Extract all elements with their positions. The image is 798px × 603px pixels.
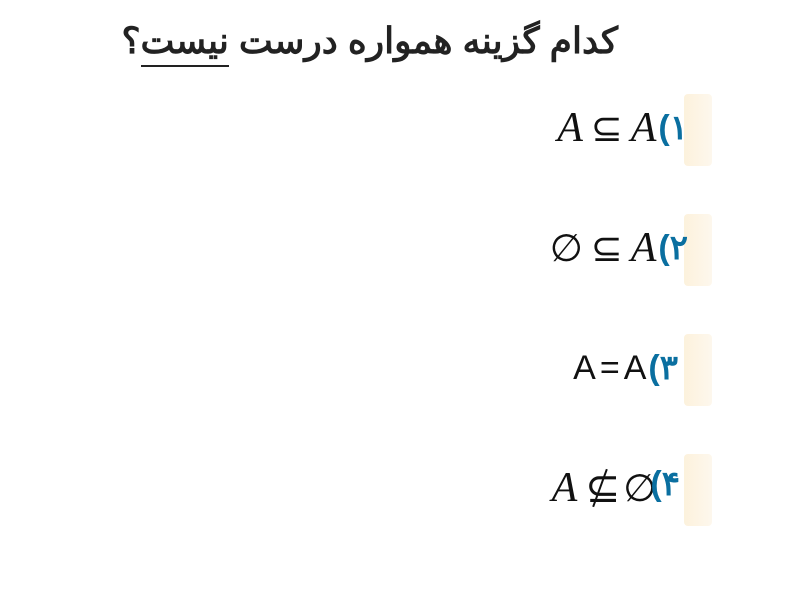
option-1-label: ۱) (658, 108, 688, 148)
math-b: A (631, 104, 657, 152)
math-sym: = (600, 349, 620, 388)
option-2: ۲) ∅ ⊆ A (550, 220, 688, 276)
question-text: کدام گزینه همواره درست نیست؟ (121, 20, 618, 62)
option-shadow (684, 334, 712, 406)
not-subset-symbol: ⊆ (585, 463, 615, 513)
option-2-math: ∅ ⊆ A (550, 224, 657, 272)
math-b: A (624, 349, 647, 388)
option-shadow (684, 454, 712, 526)
question-part-underlined: نیست (141, 20, 229, 67)
option-4-label: ۴) (650, 464, 680, 504)
question-part-a: کدام گزینه همواره درست (229, 20, 618, 61)
math-a: ∅ (550, 226, 583, 271)
option-1: ۱) A ⊆ A (557, 100, 688, 156)
option-shadow (684, 94, 712, 166)
option-4-math: A ⊆ ∅ (552, 463, 657, 513)
option-4: ۴) A ⊆ ∅ (552, 460, 688, 516)
option-1-math: A ⊆ A (557, 104, 656, 152)
option-2-label: ۲) (658, 228, 688, 268)
math-a: A (573, 349, 596, 388)
option-shadow (684, 214, 712, 286)
math-sym: ⊆ (591, 226, 623, 271)
option-3-math: A = A (573, 349, 646, 388)
math-b: A (631, 224, 657, 272)
math-a: A (552, 464, 578, 512)
option-3: ۳) A = A (573, 340, 678, 396)
option-3-label: ۳) (648, 348, 678, 388)
math-sym: ⊆ (591, 106, 623, 151)
math-a: A (557, 104, 583, 152)
question-page: کدام گزینه همواره درست نیست؟ ۱) A ⊆ A ۲)… (0, 0, 798, 603)
question-part-c: ؟ (121, 20, 140, 61)
